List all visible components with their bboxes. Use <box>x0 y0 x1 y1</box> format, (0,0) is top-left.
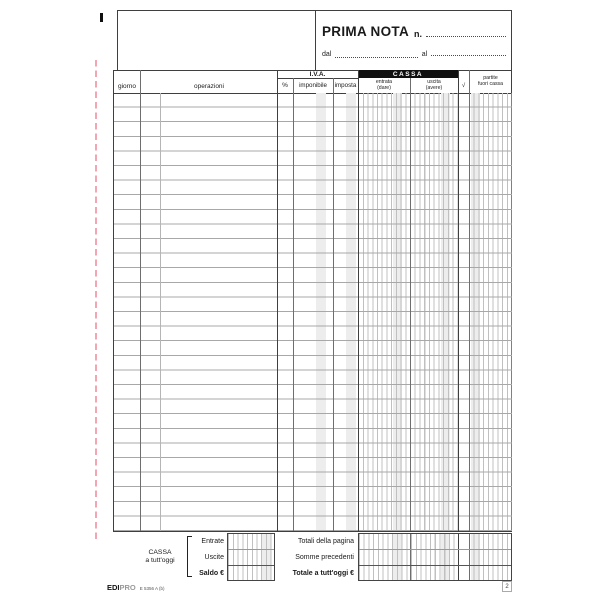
col-header-partite: partite fuori cassa <box>469 70 512 93</box>
iva-left-divider <box>277 70 278 531</box>
footer-label-totale-tuttoggi: Totale a tutt'oggi € <box>292 569 354 577</box>
footer-left-rules <box>228 534 274 580</box>
footer-divider-3 <box>469 534 470 580</box>
brand-row: EDI PRO E 5356 A (b) <box>107 583 165 592</box>
partite-left-divider <box>469 70 470 531</box>
col-header-uscita: uscita (avere) <box>410 78 458 93</box>
imponibile-divider <box>333 78 334 531</box>
perforation-line <box>95 60 97 542</box>
entrata-uscita-divider <box>410 78 411 531</box>
edipro-logo-light: PRO <box>119 583 136 592</box>
registration-mark <box>100 13 103 22</box>
page-number-badge: 2 <box>502 581 512 592</box>
col-header-check: √ <box>461 82 466 89</box>
stamp-box-left-border <box>117 10 118 70</box>
date-to-label: al <box>421 51 428 58</box>
col-header-imponibile: imponibile <box>299 82 327 89</box>
footer-entrata-rules <box>359 534 411 580</box>
cassa-tuttoggi-line2: a tutt'oggi <box>145 557 175 564</box>
entrata-label: entrata <box>375 78 393 85</box>
footer-label-totali-pagina: Totali della pagina <box>297 537 354 545</box>
table-left-border <box>113 70 114 531</box>
footer-divider-2 <box>458 534 459 580</box>
footer-right-row-line-1 <box>359 549 511 550</box>
number-fill-line <box>426 35 506 37</box>
footer-label-entrate: Entrate <box>201 537 224 545</box>
footer-label-uscite: Uscite <box>204 553 224 561</box>
cassa-tuttoggi-label: CASSA a tutt'oggi <box>136 548 184 566</box>
date-to-line <box>431 54 506 56</box>
partite-label-2: fuori cassa <box>477 80 504 87</box>
col-header-operazioni: operazioni <box>194 82 224 90</box>
cassa-left-divider <box>358 70 359 531</box>
footer-label-saldo: Saldo € <box>199 569 224 577</box>
title-row: PRIMA NOTA n. <box>322 21 506 39</box>
footer-left-row-line-1 <box>228 549 274 550</box>
number-label: n. <box>414 29 422 39</box>
uscita-sub-label: (avere) <box>425 84 443 91</box>
top-border <box>117 10 512 11</box>
percent-divider <box>293 78 294 531</box>
bracket <box>187 536 192 577</box>
group-header-iva: I.V.A. <box>309 70 326 78</box>
group-header-cassa: CASSA <box>358 70 458 78</box>
col-header-percent: % <box>282 82 288 89</box>
edipro-logo: EDI <box>107 583 120 592</box>
company-stamp-area <box>118 11 315 70</box>
cassa-tuttoggi-line1: CASSA <box>148 549 172 556</box>
row-lines <box>113 93 512 531</box>
table-body <box>113 93 512 532</box>
footer-label-somme-precedenti: Somme precedenti <box>295 553 354 561</box>
footer-left-money-box <box>227 533 275 581</box>
iva-group-underline <box>277 78 358 79</box>
date-from-line <box>335 56 418 58</box>
footer-partite-rules <box>469 534 511 580</box>
uscita-label: uscita <box>427 78 441 85</box>
entrata-sub-label: (dare) <box>377 84 391 91</box>
check-left-divider <box>458 70 459 531</box>
title-box-divider <box>315 10 316 70</box>
footer-right-row-line-2 <box>359 565 511 566</box>
col-header-entrata: entrata (dare) <box>358 78 410 93</box>
model-code: E 5356 A (b) <box>139 586 165 591</box>
operazioni-sub-divider <box>160 93 161 531</box>
header-top-line <box>113 70 512 71</box>
date-from-label: dal <box>322 51 332 58</box>
partite-label-1: partite <box>483 74 498 81</box>
col-header-giorno: giorno <box>117 82 137 90</box>
footer-uscita-rules <box>411 534 459 580</box>
giorno-divider <box>140 70 141 531</box>
col-header-imposta: imposta <box>334 82 357 89</box>
footer-right-money-box <box>358 533 512 581</box>
footer-left-row-line-2 <box>228 565 274 566</box>
date-range-row: dal al <box>322 47 506 58</box>
footer-divider-1 <box>410 534 411 580</box>
page-title: PRIMA NOTA <box>322 24 409 39</box>
